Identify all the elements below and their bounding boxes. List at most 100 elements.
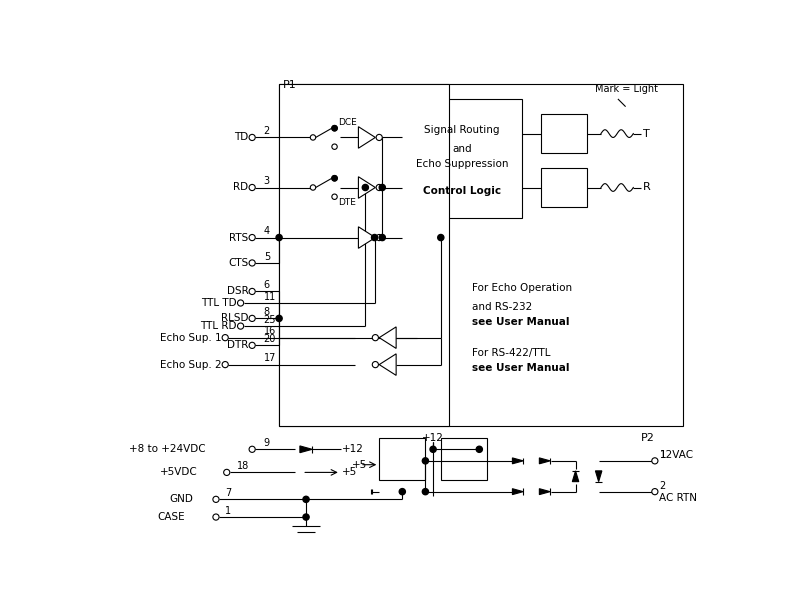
Text: T: T (643, 128, 650, 139)
Circle shape (249, 235, 255, 241)
Circle shape (249, 316, 255, 322)
Text: TTL TD: TTL TD (201, 298, 237, 308)
Polygon shape (358, 227, 375, 248)
Circle shape (476, 446, 482, 452)
Text: R: R (643, 182, 651, 193)
Circle shape (276, 235, 282, 241)
Text: +12: +12 (422, 433, 443, 443)
Text: 16: 16 (264, 326, 276, 337)
Text: P2: P2 (641, 433, 655, 443)
Text: RLSD: RLSD (221, 313, 248, 323)
Circle shape (332, 144, 338, 149)
Circle shape (332, 176, 338, 181)
Text: TD: TD (234, 133, 248, 142)
Circle shape (249, 260, 255, 266)
Text: Echo Sup. 2: Echo Sup. 2 (160, 359, 222, 370)
Circle shape (422, 458, 429, 464)
Circle shape (276, 316, 282, 322)
Polygon shape (513, 458, 523, 464)
Text: 3: 3 (264, 176, 270, 187)
Text: DSR: DSR (226, 286, 248, 296)
Circle shape (238, 323, 244, 329)
Polygon shape (379, 354, 396, 376)
Text: 25: 25 (264, 315, 276, 325)
Circle shape (376, 184, 382, 191)
Text: +5VDC: +5VDC (160, 467, 198, 478)
Text: 1: 1 (659, 451, 666, 460)
Text: GND: GND (170, 494, 194, 505)
Circle shape (249, 289, 255, 295)
Text: 7: 7 (226, 488, 231, 498)
Circle shape (430, 446, 436, 452)
Circle shape (652, 488, 658, 495)
Text: see User Manual: see User Manual (472, 317, 569, 327)
Text: 8: 8 (264, 307, 270, 317)
Circle shape (213, 496, 219, 502)
Circle shape (332, 125, 338, 131)
Circle shape (249, 134, 255, 140)
Polygon shape (379, 327, 396, 349)
Text: For RS-422/TTL: For RS-422/TTL (472, 348, 550, 358)
Text: +12: +12 (342, 444, 364, 454)
Polygon shape (358, 177, 375, 198)
Circle shape (379, 184, 386, 191)
Text: DCE: DCE (338, 118, 357, 127)
Circle shape (362, 184, 369, 191)
Text: CASE: CASE (158, 512, 185, 522)
Text: AC RTN: AC RTN (659, 493, 698, 503)
Circle shape (249, 184, 255, 191)
Text: RTS: RTS (229, 233, 248, 242)
Circle shape (249, 342, 255, 349)
Text: For Echo Operation: For Echo Operation (472, 283, 572, 293)
Circle shape (379, 235, 386, 241)
Circle shape (238, 300, 244, 306)
Polygon shape (300, 446, 312, 452)
Bar (279, 83, 449, 426)
Circle shape (372, 335, 378, 341)
Polygon shape (513, 488, 523, 494)
Circle shape (303, 514, 309, 520)
Circle shape (372, 362, 378, 368)
Circle shape (222, 362, 228, 368)
Bar (379, 438, 426, 480)
Text: P1: P1 (283, 80, 297, 89)
Circle shape (310, 185, 316, 190)
Circle shape (224, 469, 230, 475)
Bar (541, 168, 587, 207)
Bar (541, 115, 587, 153)
Circle shape (303, 496, 309, 502)
Circle shape (249, 446, 255, 452)
Polygon shape (572, 471, 578, 482)
Circle shape (213, 514, 219, 520)
Circle shape (371, 235, 378, 241)
Circle shape (399, 488, 406, 495)
Text: 17: 17 (264, 353, 276, 364)
Text: Echo Suppression: Echo Suppression (416, 160, 508, 169)
Text: CTS: CTS (228, 258, 248, 268)
Text: 18: 18 (237, 461, 249, 471)
Polygon shape (539, 458, 550, 464)
Text: 9: 9 (264, 438, 270, 448)
Polygon shape (539, 488, 550, 494)
Text: Echo Sup. 1: Echo Sup. 1 (160, 332, 222, 343)
Text: TTL RD: TTL RD (200, 321, 237, 331)
Circle shape (422, 488, 429, 495)
Text: and: and (452, 144, 472, 154)
Text: 5: 5 (264, 252, 270, 262)
Circle shape (376, 235, 382, 241)
Polygon shape (358, 127, 375, 148)
Bar (402, 99, 522, 218)
Text: +8 to +24VDC: +8 to +24VDC (129, 444, 206, 454)
Text: RD: RD (233, 182, 248, 193)
Text: 6: 6 (264, 280, 270, 290)
Text: 1: 1 (226, 506, 231, 516)
Text: and RS-232: and RS-232 (472, 302, 532, 312)
Circle shape (652, 458, 658, 464)
Circle shape (376, 134, 382, 140)
Text: 2: 2 (264, 126, 270, 136)
Text: +5: +5 (353, 460, 368, 470)
Text: 12VAC: 12VAC (659, 449, 694, 460)
Circle shape (310, 135, 316, 140)
Text: 11: 11 (264, 292, 276, 302)
Circle shape (332, 176, 338, 181)
